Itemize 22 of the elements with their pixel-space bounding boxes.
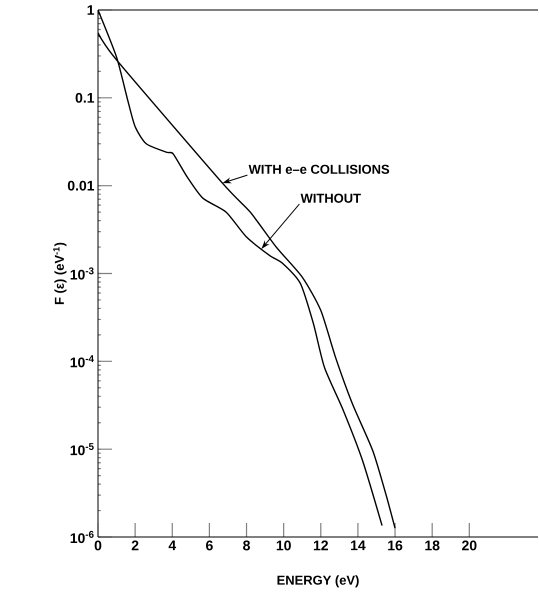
y-tick-label: 0.1 <box>76 92 94 103</box>
x-tick-label: 14 <box>351 540 366 550</box>
y-tick-label: 10$^{-3}$ <box>70 267 94 280</box>
y-tick-label: 0.01 <box>68 180 94 191</box>
x-axis-title: ENERGY (eV) <box>277 575 359 588</box>
y-tick-label: 10$^{-5}$ <box>70 443 94 456</box>
y-tick-label: 10$^{-6}$ <box>70 530 94 544</box>
annotation: WITH e–e COLLISIONS <box>248 164 390 174</box>
y-axis-title: F (ε) (eV$^{-1}$) <box>53 242 66 304</box>
annotation: WITHOUT <box>300 194 361 203</box>
x-tick-label: 20 <box>462 540 476 550</box>
y-tick-label: 1 <box>88 5 94 15</box>
x-tick-label: 18 <box>425 540 440 550</box>
x-tick-label: 8 <box>243 540 250 550</box>
x-tick-label: 16 <box>388 540 402 550</box>
y-tick-label: 10$^{-4}$ <box>70 355 94 368</box>
x-tick-label: 12 <box>314 540 328 550</box>
x-tick-label: 0 <box>94 540 102 550</box>
x-tick-label: 10 <box>276 540 291 550</box>
x-tick-label: 4 <box>168 540 176 550</box>
x-tick-label: 6 <box>206 540 213 550</box>
x-tick-label: 2 <box>132 540 138 550</box>
